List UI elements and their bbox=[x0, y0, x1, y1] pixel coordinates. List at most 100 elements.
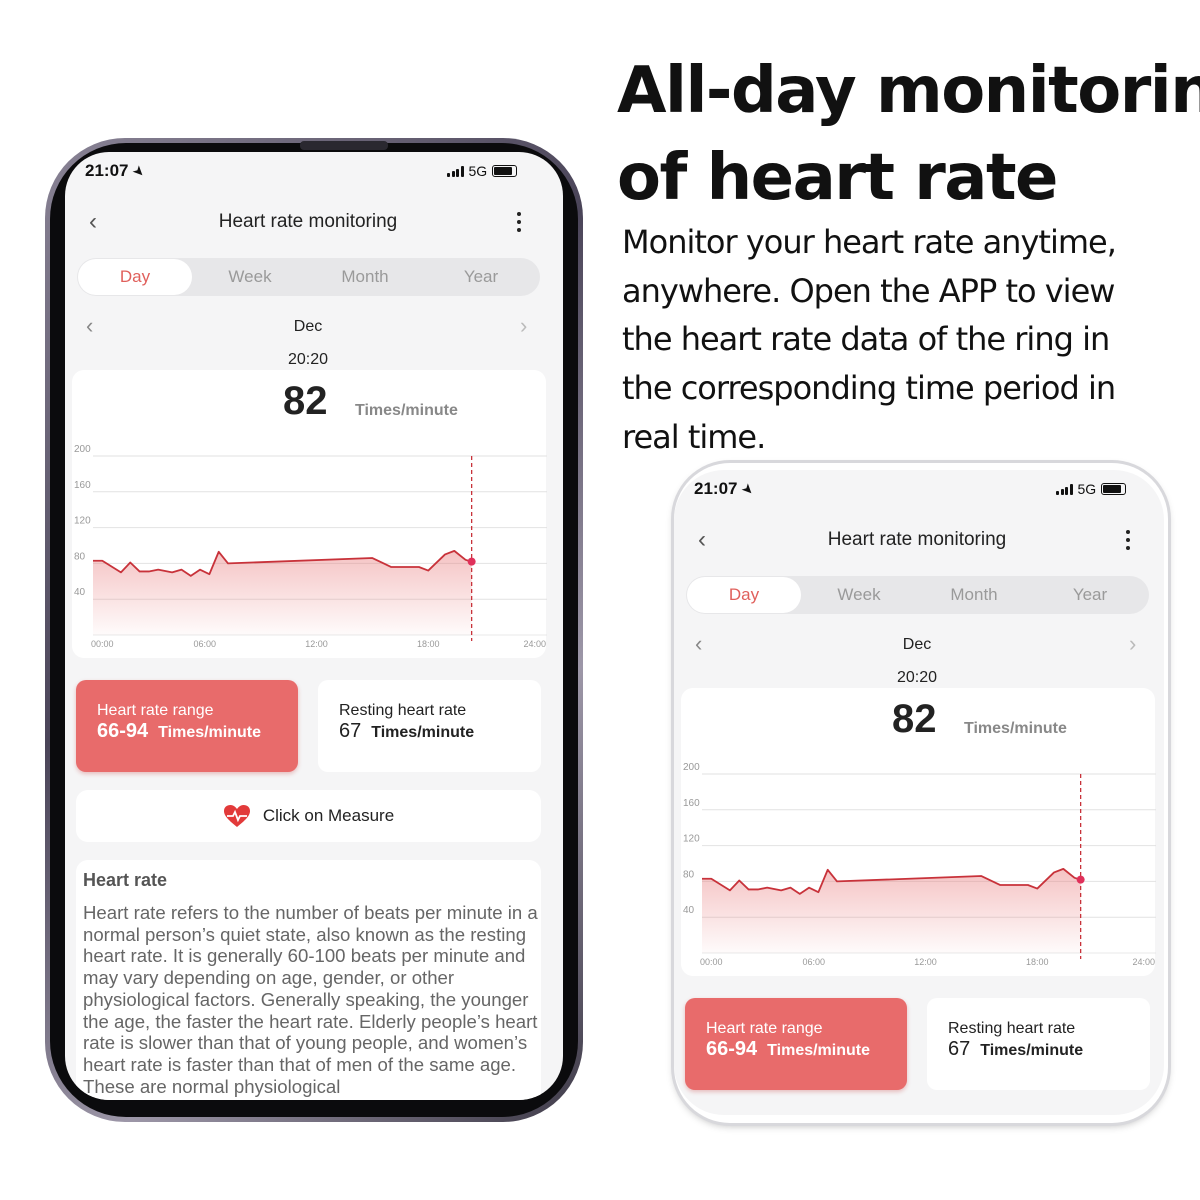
resting-label: Resting heart rate bbox=[339, 702, 467, 719]
range-unit: Times/minute bbox=[158, 724, 261, 741]
tab-month[interactable]: Month bbox=[341, 267, 389, 286]
info-body: Heart rate refers to the number of beats… bbox=[83, 902, 538, 1097]
y-tick-label: 40 bbox=[683, 905, 695, 916]
info-title: Heart rate bbox=[83, 870, 168, 890]
selected-unit: Times/minute bbox=[964, 720, 1067, 737]
description: Monitor your heart rate anytime, anywher… bbox=[622, 218, 1192, 462]
tab-week[interactable]: Week bbox=[228, 267, 272, 286]
resting-value: 67 bbox=[948, 1038, 971, 1060]
x-tick-label: 12:00 bbox=[914, 957, 937, 967]
prev-period-button[interactable]: ‹ bbox=[86, 313, 93, 339]
resting-unit: Times/minute bbox=[980, 1042, 1084, 1059]
signal-bars-icon bbox=[447, 165, 464, 177]
resting-heart-rate-card: Resting heart rate 67 Times/minute bbox=[318, 680, 541, 772]
network-label: 5G bbox=[468, 163, 488, 179]
selected-time: 20:20 bbox=[896, 669, 938, 686]
back-button[interactable]: ‹ bbox=[89, 208, 97, 236]
heart-rate-chart[interactable]: 200 160 120 80 40 00:00 06:00 12:00 18:00 24:00 bbox=[72, 437, 552, 652]
more-vertical-icon[interactable] bbox=[1126, 530, 1130, 550]
range-label: Heart rate range bbox=[97, 702, 214, 719]
measure-label: Click on Measure bbox=[262, 806, 395, 825]
prev-period-button[interactable]: ‹ bbox=[695, 631, 702, 657]
chevron-right-icon: › bbox=[520, 313, 528, 338]
status-time-text: 21:07 bbox=[85, 161, 129, 180]
y-tick-label: 120 bbox=[74, 516, 91, 527]
status-time: 21:07 ➤ bbox=[85, 161, 149, 181]
description-line: real time. bbox=[622, 417, 766, 456]
y-tick-label: 120 bbox=[683, 834, 700, 845]
x-tick-label: 00:00 bbox=[700, 957, 723, 967]
resting-heart-rate-card: Resting heart rate 67 Times/minute bbox=[927, 998, 1150, 1090]
status-icons: 5G bbox=[447, 163, 518, 179]
y-tick-label: 80 bbox=[74, 551, 86, 562]
back-button[interactable]: ‹ bbox=[698, 526, 706, 554]
headline: All-day monitoring of heart rate bbox=[617, 48, 1200, 222]
info-section: Heart rate Heart rate refers to the numb… bbox=[76, 860, 541, 1100]
page-title: Heart rate monitoring bbox=[218, 211, 398, 232]
phone-speaker bbox=[300, 141, 388, 150]
description-line: the heart rate data of the ring in bbox=[622, 320, 1110, 359]
more-vertical-icon[interactable] bbox=[517, 212, 521, 232]
signal-bars-icon bbox=[1056, 483, 1073, 495]
next-period-button[interactable]: › bbox=[520, 313, 527, 339]
location-arrow-icon: ➤ bbox=[738, 479, 759, 499]
x-tick-label: 06:00 bbox=[193, 639, 216, 649]
selected-point bbox=[467, 557, 476, 566]
period-tabs: Day Week Month Year bbox=[77, 258, 540, 296]
area-fill bbox=[93, 550, 472, 635]
resting-unit: Times/minute bbox=[371, 724, 475, 741]
heart-pulse-icon bbox=[223, 805, 250, 827]
range-unit: Times/minute bbox=[767, 1042, 870, 1059]
network-label: 5G bbox=[1077, 481, 1097, 497]
period-label: Dec bbox=[293, 318, 323, 335]
status-time: 21:07 ➤ bbox=[694, 479, 758, 499]
x-tick-label: 18:00 bbox=[1026, 957, 1049, 967]
y-tick-label: 200 bbox=[683, 762, 700, 773]
chevron-left-icon: ‹ bbox=[695, 631, 703, 656]
tab-week[interactable]: Week bbox=[837, 585, 881, 604]
x-tick-label: 06:00 bbox=[802, 957, 825, 967]
battery-icon bbox=[1101, 483, 1127, 495]
selected-point bbox=[1076, 875, 1085, 884]
heart-rate-line bbox=[93, 549, 472, 577]
range-label: Heart rate range bbox=[706, 1020, 823, 1037]
range-value: 66-94 bbox=[706, 1038, 758, 1060]
selected-value: 82 bbox=[892, 697, 937, 741]
measure-button[interactable]: Click on Measure bbox=[76, 790, 541, 842]
y-tick-label: 80 bbox=[683, 869, 695, 880]
x-tick-label: 18:00 bbox=[417, 639, 440, 649]
description-line: Monitor your heart rate anytime, bbox=[622, 223, 1117, 261]
status-time-text: 21:07 bbox=[694, 479, 738, 498]
period-tabs: Day Week Month Year bbox=[686, 576, 1149, 614]
selected-time: 20:20 bbox=[287, 351, 329, 368]
heart-rate-chart[interactable]: 200 160 120 80 40 00:00 06:00 12:00 18:00 24:00 bbox=[681, 755, 1161, 970]
status-icons: 5G bbox=[1056, 481, 1127, 497]
phone-screen-right: 21:07 ➤ 5G ‹ Heart rate monitoring Day W… bbox=[674, 470, 1164, 1115]
chevron-left-icon: ‹ bbox=[89, 208, 97, 235]
y-tick-label: 160 bbox=[683, 798, 700, 809]
x-tick-label: 24:00 bbox=[1132, 957, 1155, 967]
tab-year[interactable]: Year bbox=[1072, 585, 1108, 604]
selected-value: 82 bbox=[283, 379, 328, 423]
area-fill bbox=[702, 868, 1081, 953]
y-tick-label: 160 bbox=[74, 480, 91, 491]
tab-month[interactable]: Month bbox=[950, 585, 998, 604]
tab-year[interactable]: Year bbox=[463, 267, 499, 286]
resting-value: 67 bbox=[339, 720, 362, 742]
next-period-button[interactable]: › bbox=[1129, 631, 1136, 657]
headline-line-2: of heart rate bbox=[617, 141, 1058, 215]
tab-day[interactable]: Day bbox=[78, 259, 192, 295]
heart-rate-range-card: Heart rate range 66-94 Times/minute bbox=[685, 998, 907, 1090]
battery-icon bbox=[492, 165, 518, 177]
page-title: Heart rate monitoring bbox=[827, 529, 1007, 550]
selected-unit: Times/minute bbox=[355, 402, 458, 419]
tab-day[interactable]: Day bbox=[687, 577, 801, 613]
x-tick-label: 00:00 bbox=[91, 639, 114, 649]
chevron-right-icon: › bbox=[1129, 631, 1137, 656]
range-value: 66-94 bbox=[97, 720, 149, 742]
x-tick-label: 24:00 bbox=[523, 639, 546, 649]
period-label: Dec bbox=[902, 636, 932, 653]
heart-rate-range-card: Heart rate range 66-94 Times/minute bbox=[76, 680, 298, 772]
x-tick-label: 12:00 bbox=[305, 639, 328, 649]
